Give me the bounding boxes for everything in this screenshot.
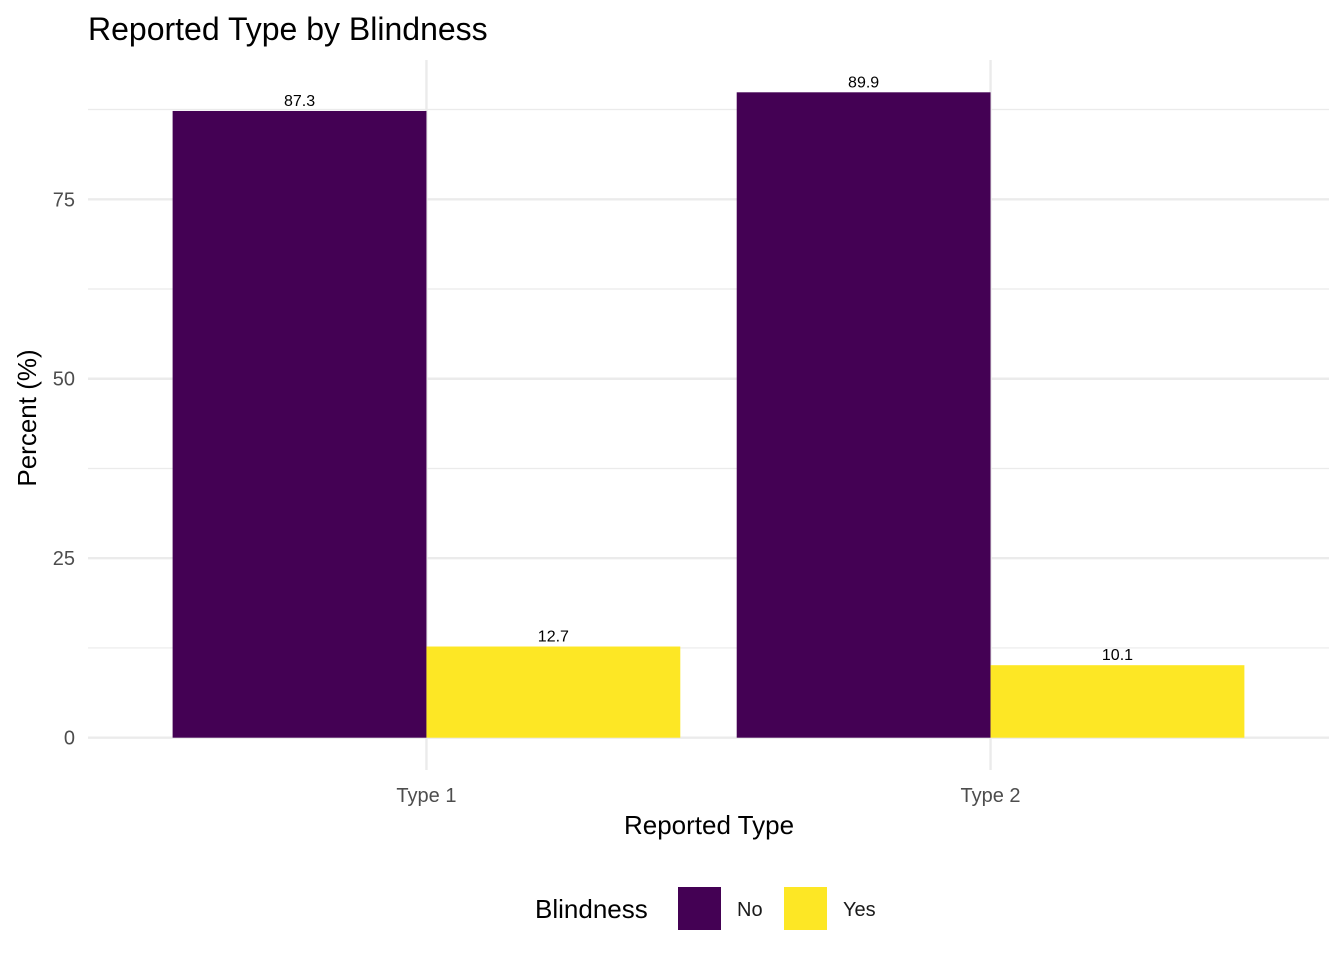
chart-title: Reported Type by Blindness <box>88 11 488 47</box>
x-tick-label: Type 1 <box>396 785 456 807</box>
y-tick-label: 75 <box>53 189 75 211</box>
x-axis-ticks: Type 1 Type 2 <box>396 785 1020 807</box>
bar-no-type-2 <box>736 92 991 738</box>
bars <box>172 92 1245 738</box>
legend-swatch-yes <box>784 887 827 930</box>
y-axis-title: Percent (%) <box>12 349 42 486</box>
data-label: 10.1 <box>1102 647 1133 664</box>
y-tick-label: 50 <box>53 369 75 391</box>
legend: Blindness No Yes <box>535 887 876 930</box>
bar-no-type-1 <box>172 110 427 738</box>
data-label: 12.7 <box>538 629 569 646</box>
legend-title: Blindness <box>535 894 648 924</box>
bar-yes-type-2 <box>990 665 1245 738</box>
legend-label-yes: Yes <box>843 899 876 921</box>
legend-swatch-no <box>678 887 721 930</box>
data-label: 87.3 <box>284 93 315 110</box>
data-labels: 87.3 89.9 12.7 10.1 <box>284 74 1133 664</box>
x-tick-label: Type 2 <box>961 785 1021 807</box>
data-label: 89.9 <box>848 74 879 91</box>
y-tick-label: 0 <box>64 728 75 750</box>
y-tick-label: 25 <box>53 548 75 570</box>
x-axis-title: Reported Type <box>624 810 794 840</box>
y-axis-ticks: 0 25 50 75 <box>53 189 75 749</box>
legend-label-no: No <box>737 899 763 921</box>
bar-yes-type-1 <box>426 646 681 738</box>
